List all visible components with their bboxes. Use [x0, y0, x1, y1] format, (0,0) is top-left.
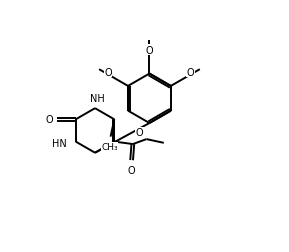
Text: O: O — [146, 46, 153, 56]
Text: O: O — [128, 165, 136, 175]
Text: O: O — [187, 67, 194, 77]
Text: CH₃: CH₃ — [101, 143, 118, 151]
Text: O: O — [136, 128, 143, 138]
Text: O: O — [46, 115, 53, 125]
Text: O: O — [104, 67, 112, 77]
Text: NH: NH — [90, 93, 104, 103]
Text: HN: HN — [52, 138, 67, 148]
